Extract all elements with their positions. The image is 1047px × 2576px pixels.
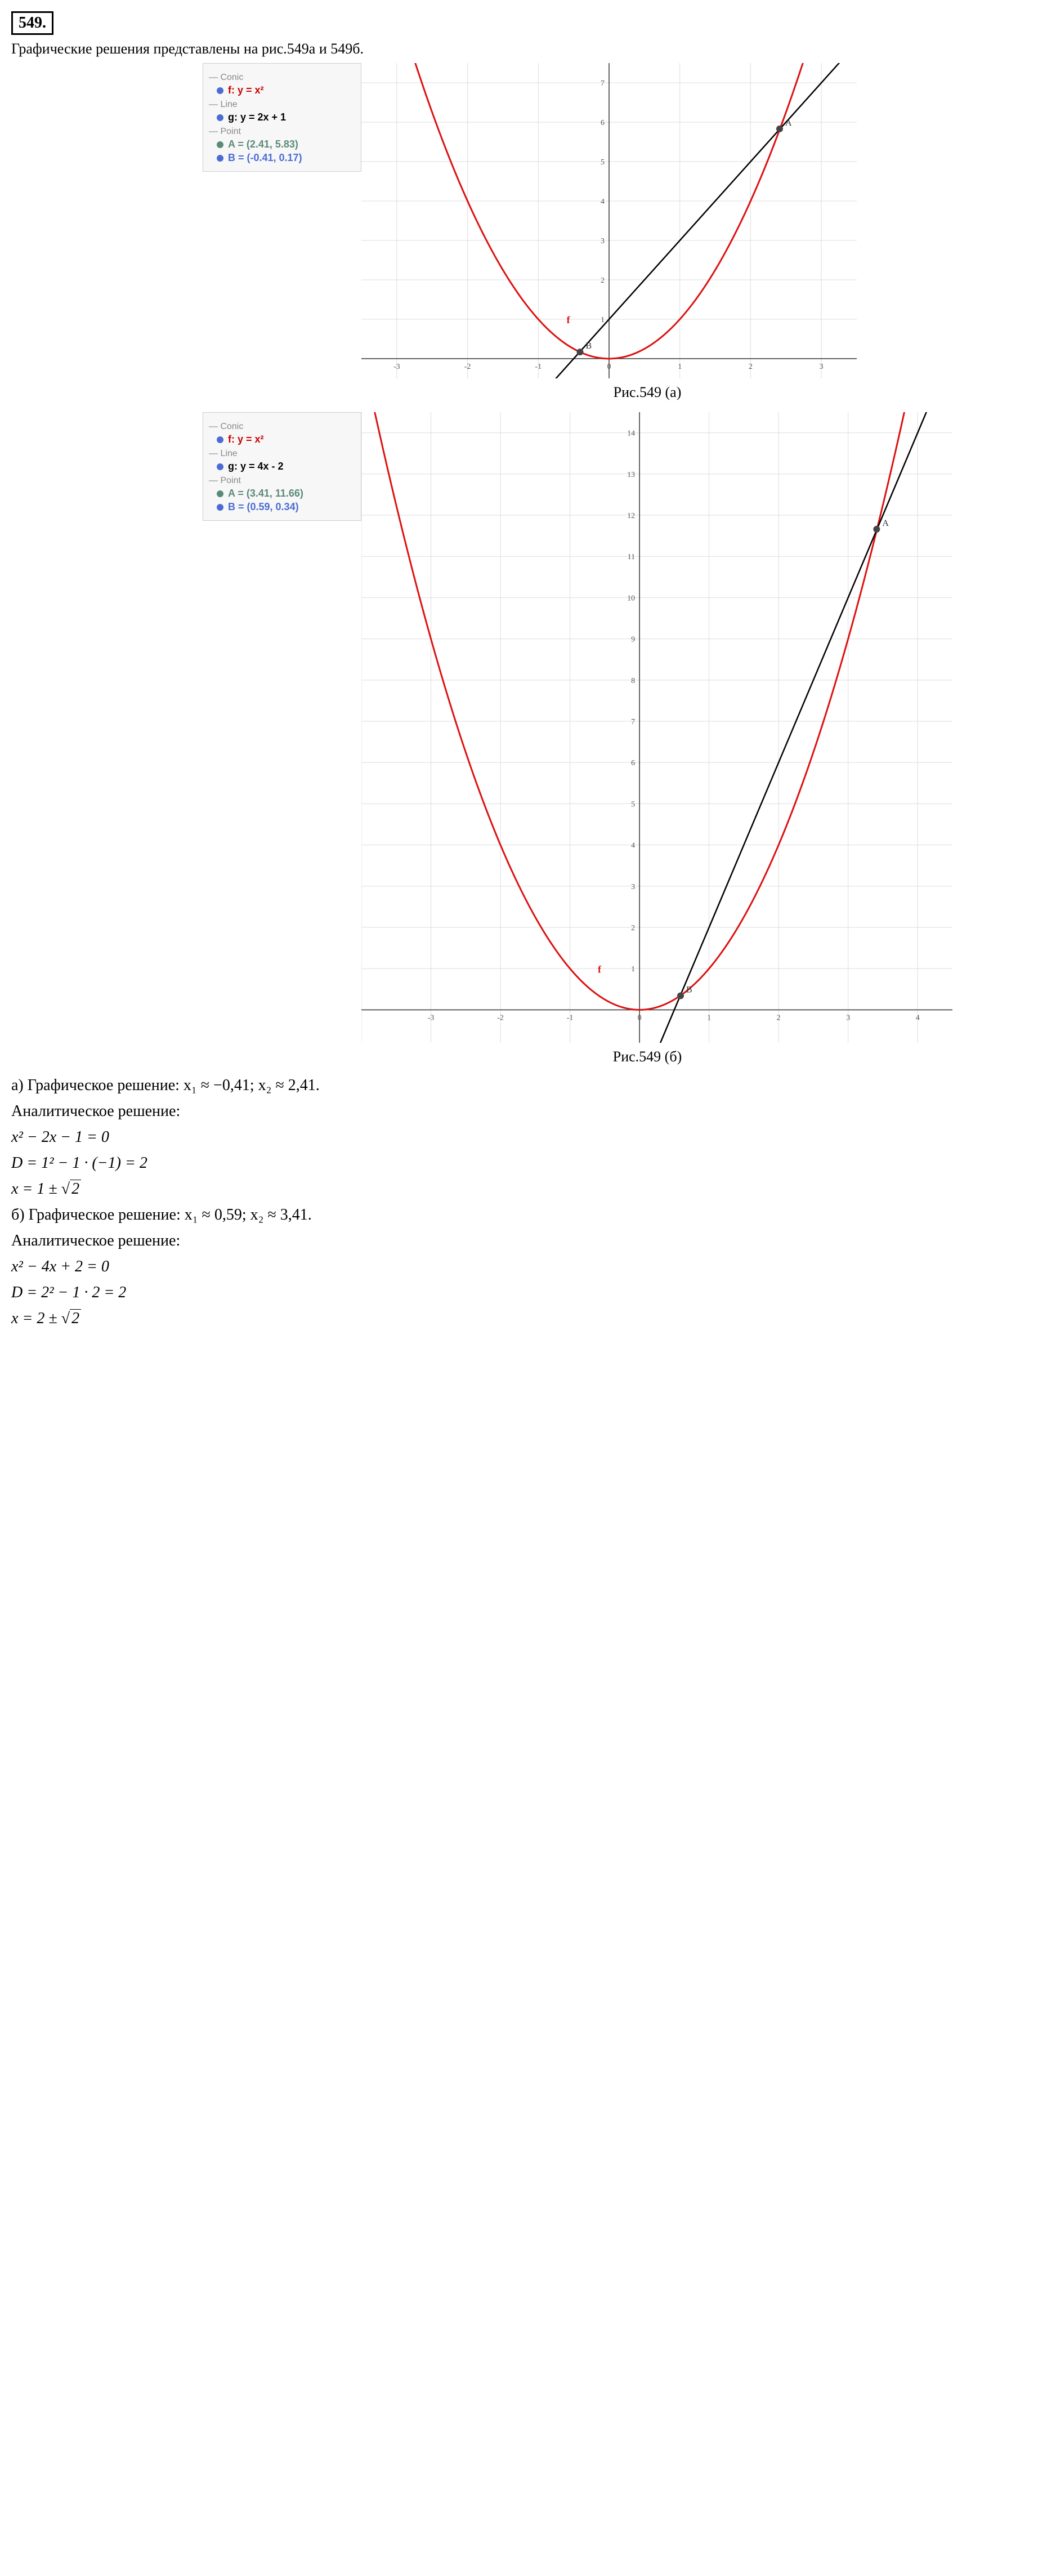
legend-label: A = (3.41, 11.66) [228,488,303,499]
caption-a: Рис.549 (а) [236,384,1047,401]
chart-b-wrap: — Conic f: y = x² — Line g: y = 4x - 2 — Poi… [203,412,952,1043]
svg-text:5: 5 [631,800,635,809]
svg-text:-3: -3 [393,363,400,371]
solution-a-analytical-label: Аналитическое решение: [11,1102,1047,1120]
solution-b-analytical-label: Аналитическое решение: [11,1232,1047,1250]
legend-category: — Point [209,476,355,486]
svg-text:-1: -1 [567,1014,574,1022]
svg-text:3: 3 [601,237,605,245]
chart-a-container: — Conicf: y = x² — Lineg: y = 2x + 1 — Poi… [11,63,1047,378]
svg-text:B: B [585,341,592,351]
solution-a-eq1: x² − 2x − 1 = 0 [11,1128,1047,1146]
svg-text:11: 11 [628,553,635,561]
svg-text:1: 1 [678,363,682,371]
legend-dot-icon [217,504,223,511]
svg-text:13: 13 [627,471,635,479]
legend-item: g: y = 2x + 1 [217,111,355,123]
svg-text:7: 7 [631,718,635,726]
svg-text:3: 3 [631,883,635,891]
svg-text:2: 2 [601,276,605,285]
svg-text:2: 2 [749,363,753,371]
legend-dot-icon [217,436,223,443]
svg-text:7: 7 [601,79,605,88]
svg-text:12: 12 [627,512,635,520]
svg-text:6: 6 [631,759,635,767]
legend-item: g: y = 4x - 2 [217,461,355,472]
svg-text:6: 6 [601,119,605,127]
solution-a-graphical: а) Графическое решение: x₁ ≈ −0,41; x₂ ≈… [11,1077,1047,1095]
svg-text:1: 1 [707,1014,711,1022]
legend-item: B = (0.59, 0.34) [217,501,355,513]
svg-text:f: f [598,964,602,975]
svg-text:1: 1 [631,965,635,974]
svg-text:0: 0 [638,1014,642,1022]
svg-text:A: A [785,118,792,128]
svg-text:2: 2 [631,924,635,932]
solution-b-eq3: x = 2 ± √2 [11,1310,1047,1328]
intro-text: Графические решения представлены на рис.… [11,41,1047,57]
svg-text:-2: -2 [464,363,471,371]
svg-text:2: 2 [777,1014,781,1022]
legend-item: f: y = x² [217,434,355,445]
legend-item: A = (2.41, 5.83) [217,139,355,150]
chart-a-legend: — Conicf: y = x² — Lineg: y = 2x + 1 — Poi… [203,63,361,172]
legend-dot-icon [217,490,223,497]
legend-label: g: y = 4x - 2 [228,461,284,472]
legend-category: — Line [209,449,355,459]
svg-text:1: 1 [601,316,605,324]
legend-label: f: y = x² [228,84,264,96]
svg-text:14: 14 [627,430,635,438]
legend-category: — Line [209,100,355,110]
svg-text:0: 0 [607,363,611,371]
solution-b-eq1: x² − 4x + 2 = 0 [11,1258,1047,1276]
legend-label: f: y = x² [228,434,264,445]
chart-b-container: — Conic f: y = x² — Line g: y = 4x - 2 — Poi… [11,412,1047,1043]
legend-item: A = (3.41, 11.66) [217,488,355,499]
svg-text:5: 5 [601,158,605,167]
legend-label: g: y = 2x + 1 [228,111,286,123]
svg-text:4: 4 [916,1014,920,1022]
legend-dot-icon [217,155,223,162]
legend-category: — Conic [209,73,355,83]
svg-text:f: f [567,314,571,325]
svg-text:-2: -2 [497,1014,504,1022]
legend-dot-icon [217,87,223,94]
svg-text:9: 9 [631,636,635,644]
legend-item: B = (-0.41, 0.17) [217,152,355,164]
svg-text:8: 8 [631,677,635,685]
legend-category: — Point [209,127,355,137]
legend-dot-icon [217,463,223,470]
legend-dot-icon [217,141,223,148]
svg-text:10: 10 [627,594,635,602]
svg-text:B: B [686,985,692,995]
legend-item: f: y = x² [217,84,355,96]
chart-b-svg: -3-2-1012341234567891011121314fAB [361,412,952,1043]
legend-label: B = (0.59, 0.34) [228,501,299,513]
svg-text:-1: -1 [535,363,542,371]
svg-text:4: 4 [601,198,605,206]
solution-a-eq3: x = 1 ± √2 [11,1180,1047,1198]
legend-dot-icon [217,114,223,121]
chart-a-wrap: — Conicf: y = x² — Lineg: y = 2x + 1 — Poi… [203,63,857,378]
chart-b-legend: — Conic f: y = x² — Line g: y = 4x - 2 — Poi… [203,412,361,521]
solution-b-graphical: б) Графическое решение: x₁ ≈ 0,59; x₂ ≈ … [11,1206,1047,1224]
svg-text:-3: -3 [428,1014,435,1022]
chart-a-svg: -3 -2 -1 0 1 2 3 1 2 3 4 5 6 7 f A B [361,63,857,378]
solution-a-eq2: D = 1² − 1 · (−1) = 2 [11,1154,1047,1172]
svg-text:4: 4 [631,842,635,850]
legend-label: A = (2.41, 5.83) [228,139,298,150]
problem-number: 549. [11,11,53,35]
solution-b-eq2: D = 2² − 1 · 2 = 2 [11,1284,1047,1302]
legend-category: — Conic [209,422,355,432]
caption-b: Рис.549 (б) [236,1048,1047,1065]
svg-text:3: 3 [820,363,824,371]
svg-text:A: A [882,519,889,528]
legend-label: B = (-0.41, 0.17) [228,152,302,164]
svg-text:3: 3 [846,1014,850,1022]
